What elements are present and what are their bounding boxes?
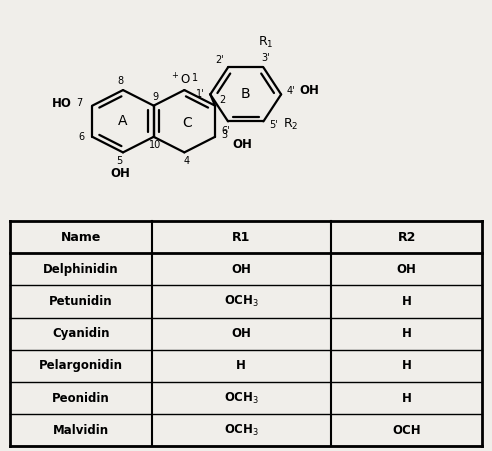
Text: OH: OH	[232, 138, 252, 151]
Text: 1: 1	[192, 74, 198, 83]
Text: H: H	[401, 295, 411, 308]
Text: 3: 3	[221, 129, 227, 140]
Text: OH: OH	[397, 263, 417, 276]
Text: C: C	[182, 116, 192, 130]
Text: 6': 6'	[221, 126, 230, 136]
Text: Petunidin: Petunidin	[49, 295, 113, 308]
Text: R1: R1	[232, 230, 250, 244]
Text: H: H	[401, 327, 411, 340]
Text: OCH$_3$: OCH$_3$	[224, 294, 259, 309]
Text: 5: 5	[116, 156, 122, 166]
Text: OH: OH	[231, 263, 251, 276]
Text: OCH$_3$: OCH$_3$	[224, 391, 259, 406]
Text: 5': 5'	[269, 120, 277, 130]
Text: 6: 6	[78, 132, 85, 142]
Text: 1': 1'	[196, 89, 205, 99]
Text: OH: OH	[300, 84, 320, 97]
Text: Pelargonidin: Pelargonidin	[39, 359, 123, 373]
Text: 9: 9	[152, 92, 158, 102]
Text: 10: 10	[149, 140, 161, 151]
Text: H: H	[401, 391, 411, 405]
Text: H: H	[236, 359, 246, 373]
Text: Malvidin: Malvidin	[53, 424, 109, 437]
Text: 3': 3'	[262, 53, 270, 63]
Text: OCH$_3$: OCH$_3$	[224, 423, 259, 438]
Text: HO: HO	[52, 97, 72, 110]
Text: OCH: OCH	[392, 424, 421, 437]
Text: 4: 4	[184, 156, 190, 166]
Text: A: A	[118, 114, 128, 128]
Text: R2: R2	[398, 230, 416, 244]
Text: Delphinidin: Delphinidin	[43, 263, 119, 276]
Text: 2: 2	[219, 95, 225, 105]
Text: 2': 2'	[215, 55, 223, 64]
Text: 4': 4'	[287, 86, 295, 96]
Text: Name: Name	[61, 230, 101, 244]
Text: OH: OH	[111, 167, 130, 179]
Text: OH: OH	[231, 327, 251, 340]
Text: R$_1$: R$_1$	[258, 35, 274, 50]
Text: 8: 8	[118, 76, 123, 87]
Text: Cyanidin: Cyanidin	[52, 327, 109, 340]
Text: Peonidin: Peonidin	[52, 391, 110, 405]
Text: 7: 7	[76, 98, 83, 109]
Text: B: B	[241, 87, 250, 101]
Text: H: H	[401, 359, 411, 373]
Text: R$_2$: R$_2$	[283, 117, 298, 133]
Text: $\mathregular{^+}$O: $\mathregular{^+}$O	[170, 73, 191, 88]
